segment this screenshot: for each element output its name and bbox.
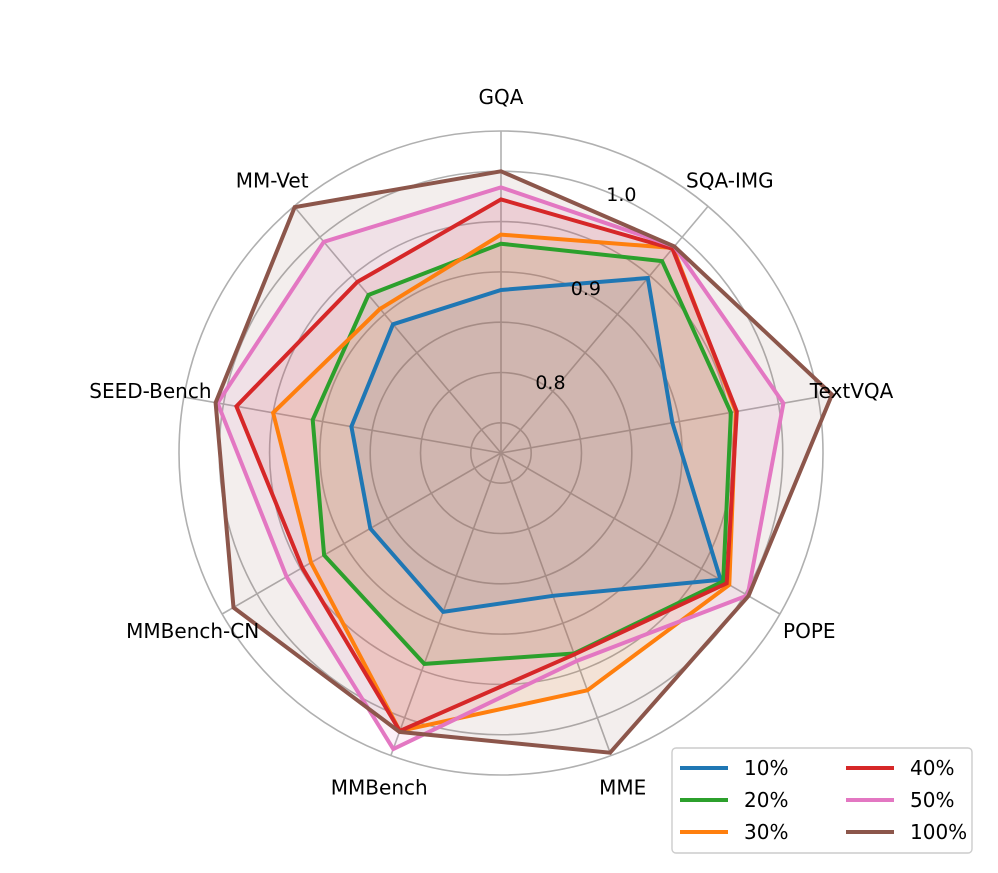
legend-label-10pct: 10% <box>744 756 788 780</box>
radial-tick-label: 0.8 <box>535 372 565 394</box>
legend-label-30pct: 30% <box>744 820 788 844</box>
axis-label-mme: MME <box>599 776 646 800</box>
series-line-50pct <box>215 185 786 752</box>
outer-frame-circle <box>178 130 824 776</box>
label-layer: 0.8 0.9 1.0 GQA SQA-IMG TextVQA POPE MME MMBench… <box>89 85 893 800</box>
radial-tick-label: 0.9 <box>571 278 601 300</box>
legend-label-40pct: 40% <box>910 756 954 780</box>
spoke-mmbench <box>390 452 502 756</box>
axis-label-textvqa: TextVQA <box>809 379 894 403</box>
axis-label-mm-vet: MM-Vet <box>236 168 309 192</box>
axis-label-sqa-img: SQA-IMG <box>686 168 774 192</box>
radial-tick-label: 1.0 <box>606 184 636 206</box>
legend: 10% 20% 30% 40% 50% 100% <box>671 747 973 854</box>
series-line-40pct <box>234 197 739 734</box>
spoke-mmbench-cn <box>221 452 502 615</box>
legend-label-20pct: 20% <box>744 788 788 812</box>
spoke-mm-vet <box>293 205 502 454</box>
axis-label-gqa: GQA <box>479 85 524 109</box>
gridline-circle <box>470 422 532 484</box>
spoke-mme <box>500 452 612 756</box>
gridline-circle <box>419 371 583 535</box>
spoke-pope <box>500 452 781 615</box>
spoke-textvqa <box>500 396 819 454</box>
series-line-100pct <box>213 169 835 755</box>
axis-label-mmbench-cn: MMBench-CN <box>126 619 259 643</box>
series-fill-30pct <box>273 234 736 731</box>
legend-box <box>671 747 973 854</box>
series-layer <box>213 169 835 755</box>
axis-label-mmbench: MMBench <box>331 776 428 800</box>
legend-label-50pct: 50% <box>910 788 954 812</box>
series-line-10pct <box>349 275 724 615</box>
axis-label-seed-bench: SEED-Bench <box>89 379 211 403</box>
series-line-20pct <box>310 241 733 666</box>
series-fill-10pct <box>351 278 721 612</box>
axis-label-pope: POPE <box>783 619 836 643</box>
gridline-circle <box>369 321 633 585</box>
legend-label-100pct: 100% <box>910 820 967 844</box>
series-fill-20pct <box>312 243 731 664</box>
